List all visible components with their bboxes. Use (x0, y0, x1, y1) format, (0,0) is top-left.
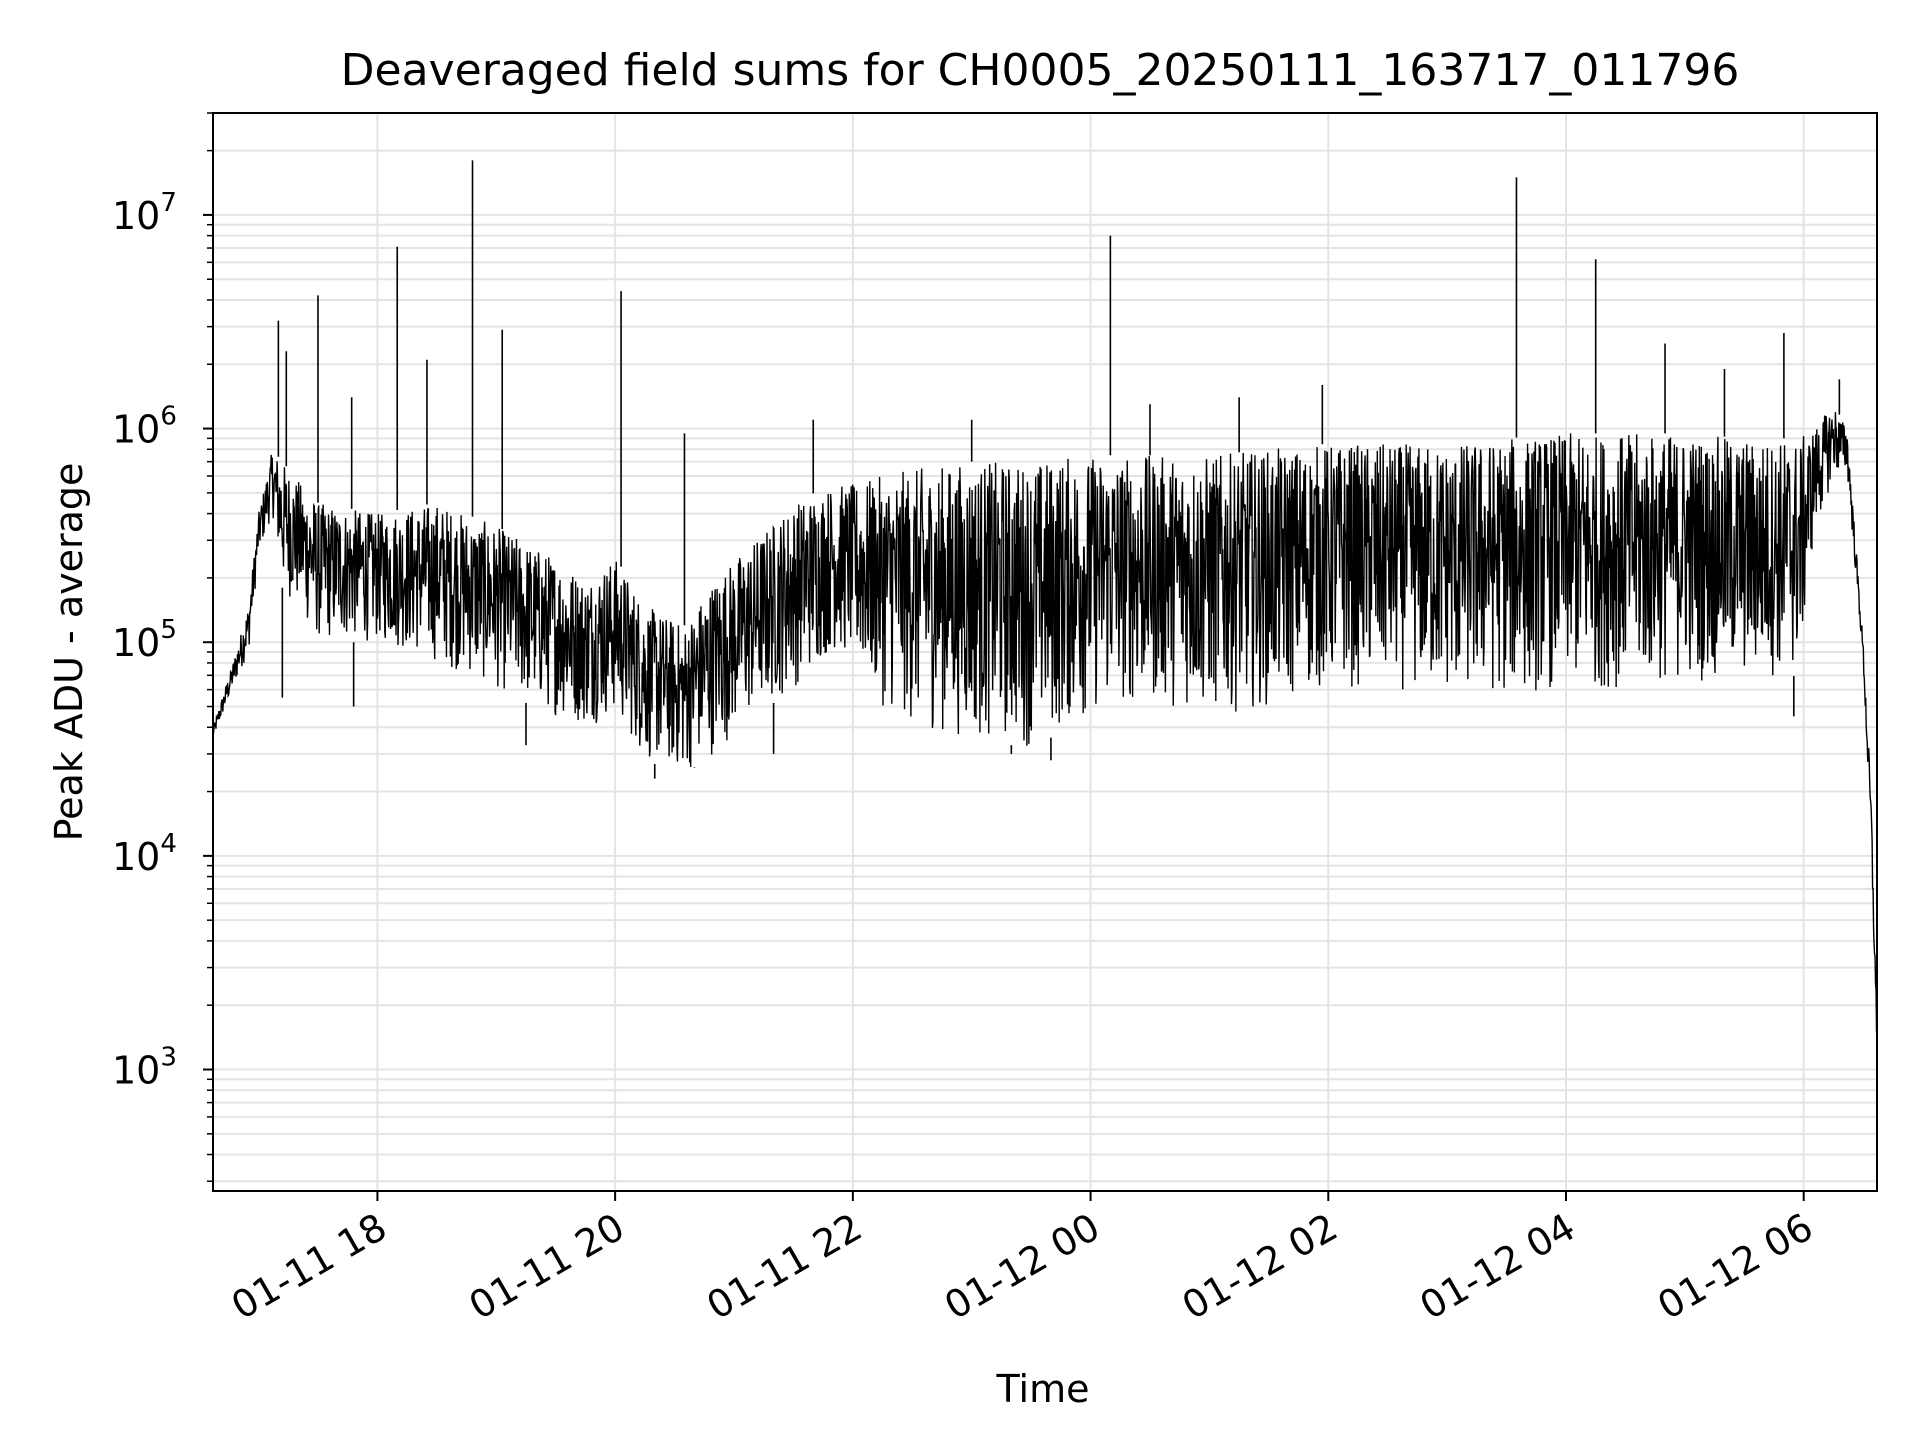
data-series-line (212, 412, 1878, 1039)
y-axis-label: Peak ADU - average (47, 463, 91, 842)
chart-title: Deaveraged field sums for CH0005_2025011… (341, 45, 1740, 96)
plot-area (212, 160, 1878, 1039)
y-tick-label: 104 (112, 829, 177, 879)
y-axis: 103 104 105 106 107 (112, 112, 213, 1182)
y-tick-label: 105 (112, 615, 177, 665)
x-axis-label: Time (996, 1367, 1090, 1411)
y-tick-label: 103 (112, 1043, 177, 1093)
y-tick-label: 106 (112, 402, 177, 452)
y-tick-label: 107 (112, 188, 177, 238)
